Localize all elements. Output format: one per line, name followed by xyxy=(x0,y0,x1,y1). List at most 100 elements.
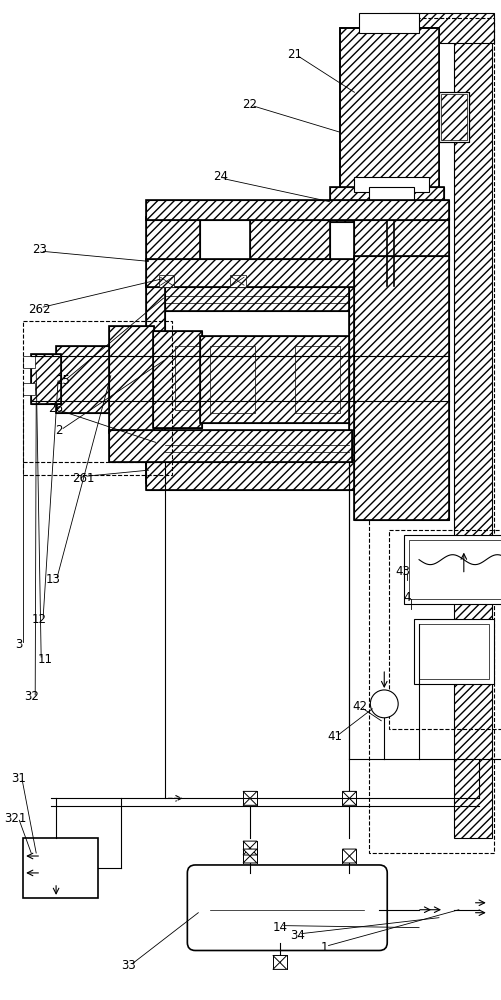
Bar xyxy=(418,624,487,679)
Bar xyxy=(349,281,403,465)
Bar xyxy=(339,28,438,187)
Text: 11: 11 xyxy=(38,653,53,666)
Bar xyxy=(155,435,354,460)
Bar xyxy=(23,383,35,395)
Text: 26: 26 xyxy=(49,402,64,415)
Bar xyxy=(145,200,448,220)
Polygon shape xyxy=(242,791,257,798)
Polygon shape xyxy=(342,798,356,805)
Bar xyxy=(388,13,492,43)
Bar xyxy=(152,331,202,428)
Polygon shape xyxy=(242,856,257,863)
Polygon shape xyxy=(273,962,286,969)
Bar xyxy=(249,217,329,261)
Bar xyxy=(249,217,329,261)
Bar xyxy=(145,281,165,465)
Bar xyxy=(200,336,349,423)
Text: 321: 321 xyxy=(4,812,27,825)
Bar xyxy=(23,321,172,475)
Bar xyxy=(155,435,354,460)
Bar xyxy=(31,354,61,404)
Polygon shape xyxy=(242,841,257,848)
Bar xyxy=(56,346,111,413)
Bar xyxy=(229,275,245,287)
Bar xyxy=(145,455,403,483)
Bar xyxy=(453,23,490,838)
Polygon shape xyxy=(242,798,257,805)
Bar xyxy=(359,13,418,33)
Bar xyxy=(56,346,111,413)
Text: 34: 34 xyxy=(290,929,305,942)
Bar xyxy=(145,455,403,483)
Text: 24: 24 xyxy=(212,170,227,183)
Bar xyxy=(31,354,61,404)
Bar xyxy=(145,217,200,261)
Text: 4: 4 xyxy=(403,591,410,604)
Polygon shape xyxy=(242,848,257,855)
Bar xyxy=(329,187,443,222)
Bar xyxy=(403,535,501,604)
Text: 22: 22 xyxy=(242,98,257,111)
Bar xyxy=(155,286,354,311)
Bar xyxy=(354,256,448,520)
Bar xyxy=(438,92,468,142)
Bar xyxy=(145,217,200,261)
Bar xyxy=(413,619,492,684)
Polygon shape xyxy=(342,849,356,856)
Text: 14: 14 xyxy=(272,921,287,934)
Polygon shape xyxy=(242,849,257,856)
Bar xyxy=(354,177,428,192)
Polygon shape xyxy=(342,791,356,798)
Text: 42: 42 xyxy=(351,700,366,713)
Bar xyxy=(175,346,205,410)
Bar xyxy=(158,275,174,287)
Bar xyxy=(229,458,245,470)
Bar xyxy=(109,430,352,462)
Bar xyxy=(354,256,448,520)
Bar xyxy=(109,326,153,433)
Bar xyxy=(438,92,468,142)
Text: 1: 1 xyxy=(320,941,328,954)
Bar xyxy=(329,187,443,222)
Bar xyxy=(369,187,413,202)
Text: 261: 261 xyxy=(72,472,94,485)
Text: 43: 43 xyxy=(395,565,410,578)
Text: 32: 32 xyxy=(24,690,39,703)
Bar xyxy=(388,530,501,729)
Polygon shape xyxy=(342,856,356,863)
Bar xyxy=(109,430,352,462)
Bar xyxy=(23,356,35,368)
Text: 262: 262 xyxy=(28,303,50,316)
Bar xyxy=(109,326,153,433)
Bar xyxy=(354,217,448,261)
Bar xyxy=(200,336,349,423)
Text: 3: 3 xyxy=(16,638,23,651)
Text: 21: 21 xyxy=(287,48,302,61)
Bar xyxy=(349,281,403,465)
Text: 2: 2 xyxy=(55,424,63,437)
Bar xyxy=(145,259,403,287)
Bar xyxy=(339,28,438,187)
Bar xyxy=(388,257,396,267)
Bar xyxy=(354,217,448,261)
Bar xyxy=(408,540,501,599)
Text: 33: 33 xyxy=(121,959,136,972)
Bar xyxy=(145,281,165,465)
Bar xyxy=(145,259,403,287)
Bar xyxy=(145,460,403,490)
Bar xyxy=(294,346,339,413)
Text: 25: 25 xyxy=(56,374,70,387)
Text: 23: 23 xyxy=(32,243,47,256)
Bar xyxy=(210,346,255,413)
Bar xyxy=(440,94,466,140)
Bar xyxy=(369,18,492,853)
Bar xyxy=(339,28,438,187)
Bar xyxy=(152,331,202,428)
Polygon shape xyxy=(273,955,286,962)
Text: 13: 13 xyxy=(46,573,61,586)
Circle shape xyxy=(370,690,397,718)
Bar xyxy=(158,458,174,470)
Bar xyxy=(155,286,354,311)
Bar xyxy=(145,200,448,220)
Text: 31: 31 xyxy=(11,772,26,785)
